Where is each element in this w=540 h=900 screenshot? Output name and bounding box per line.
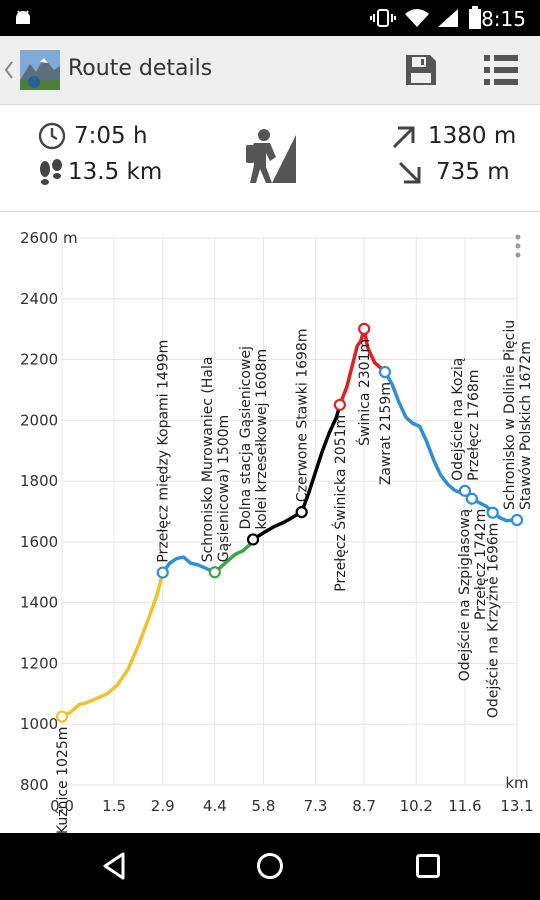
x-tick-label: 2.9 — [151, 797, 175, 815]
recents-icon[interactable] — [415, 853, 441, 879]
x-axis-label: km — [505, 774, 528, 792]
route-segment-line — [213, 537, 255, 575]
route-segment-line — [338, 327, 387, 407]
page-title: Route details — [68, 56, 213, 81]
waypoint-label: Kuźnice 1025m — [55, 727, 71, 833]
route-segment-line — [160, 555, 217, 575]
y-tick-label: 2400 — [20, 290, 58, 308]
waypoint-label: Odejście na SzpiglasowąPrzełęcz 1742m — [457, 509, 489, 682]
waypoint-marker[interactable] — [55, 710, 69, 723]
action-bar: Route details — [0, 36, 540, 105]
waypoint-marker[interactable] — [358, 322, 371, 335]
waypoint-label: Odejście na KoziąPrzełęcz 1768m — [450, 358, 482, 481]
waypoint-marker[interactable] — [378, 365, 392, 379]
waypoint-marker[interactable] — [295, 506, 308, 519]
x-tick-label: 4.4 — [203, 797, 227, 815]
route-summary: 7:05 h 13.5 km 1380 m 735 m — [0, 105, 540, 212]
route-segment-line — [251, 403, 342, 542]
descent-arrow-icon — [398, 161, 421, 184]
x-tick-label: 13.1 — [500, 797, 533, 815]
waypoint-marker[interactable] — [465, 492, 478, 505]
status-bar: 8:15 — [0, 0, 540, 36]
y-tick-label: 1600 — [20, 533, 58, 551]
waypoint-label: Odejście na Krzyżne 1696m — [486, 523, 502, 718]
chevron-left-icon — [4, 61, 13, 79]
wifi-icon — [405, 9, 429, 27]
list-icon[interactable] — [484, 54, 518, 86]
back-icon[interactable] — [101, 852, 127, 880]
x-tick-label: 1.5 — [102, 797, 126, 815]
y-tick-label: 1000 — [20, 715, 58, 733]
status-time: 8:15 — [481, 7, 526, 31]
waypoint-label: Dolna stacja Gąsienicowejkolei krzesełko… — [238, 346, 270, 529]
y-tick-label: 800 — [20, 776, 49, 794]
overflow-dot[interactable] — [515, 234, 521, 240]
app-logo-icon — [20, 50, 60, 90]
ascent-value: 1380 m — [428, 123, 517, 149]
ascent-arrow-icon — [392, 126, 415, 149]
x-tick-label: 8.7 — [352, 797, 376, 815]
x-tick-label: 11.6 — [448, 797, 481, 815]
duration-value: 7:05 h — [74, 123, 148, 149]
y-tick-label: 1200 — [20, 654, 58, 672]
x-tick-label: 0.0 — [50, 797, 74, 815]
waypoint-marker[interactable] — [510, 513, 524, 527]
clock-icon — [38, 122, 66, 150]
x-tick-label: 5.8 — [252, 797, 276, 815]
waypoint-label: Przełęcz między Kopami 1499m — [156, 340, 172, 563]
route-segment-line — [60, 570, 165, 719]
waypoint-label: Schronisko Murowaniec (HalaGąsienicowa) … — [200, 357, 232, 563]
up-navigation[interactable] — [0, 36, 64, 104]
battery-icon — [469, 6, 481, 29]
waypoint-label: Przełęcz Świnicka 2051m — [331, 415, 349, 592]
waypoint-label: Świnica 2301m — [355, 339, 373, 446]
waypoint-marker[interactable] — [458, 484, 472, 497]
overflow-dot[interactable] — [515, 252, 521, 258]
waypoint-marker[interactable] — [246, 533, 260, 546]
hiker-icon — [246, 129, 296, 183]
distance-value: 13.5 km — [68, 159, 163, 185]
navigation-bar — [0, 833, 540, 900]
waypoint-label: Czerwone Stawki 1698m — [295, 329, 311, 503]
save-icon[interactable] — [404, 53, 438, 87]
y-tick-label: 2200 — [20, 351, 58, 369]
waypoint-marker[interactable] — [208, 566, 221, 579]
x-tick-label: 10.2 — [400, 797, 433, 815]
waypoint-label: Zawrat 2159m — [378, 382, 394, 485]
y-tick-label: 2600 m — [20, 229, 78, 247]
descent-value: 735 m — [436, 159, 510, 185]
y-tick-label: 2000 — [20, 411, 58, 429]
android-notification-icon — [16, 10, 30, 24]
signal-icon — [438, 9, 458, 27]
x-tick-label: 7.3 — [304, 797, 328, 815]
waypoint-marker[interactable] — [156, 566, 169, 579]
y-tick-label: 1400 — [20, 594, 58, 612]
elevation-profile-chart[interactable]: 800 1000 1200 1400 1600 1800 2000 2200 2400 2600 … — [0, 213, 540, 834]
waypoint-label: Schronisko w Dolinie PięciuStawów Polski… — [502, 320, 534, 510]
waypoint-marker[interactable] — [333, 398, 346, 411]
overflow-dot[interactable] — [515, 243, 521, 249]
y-tick-label: 1800 — [20, 472, 58, 490]
home-icon[interactable] — [256, 852, 284, 880]
vibrate-icon — [370, 9, 396, 27]
elevation-chart-svg: 800 1000 1200 1400 1600 1800 2000 2200 2400 2600 … — [20, 229, 534, 834]
waypoint-marker[interactable] — [486, 506, 499, 519]
footprints-icon — [40, 159, 62, 185]
